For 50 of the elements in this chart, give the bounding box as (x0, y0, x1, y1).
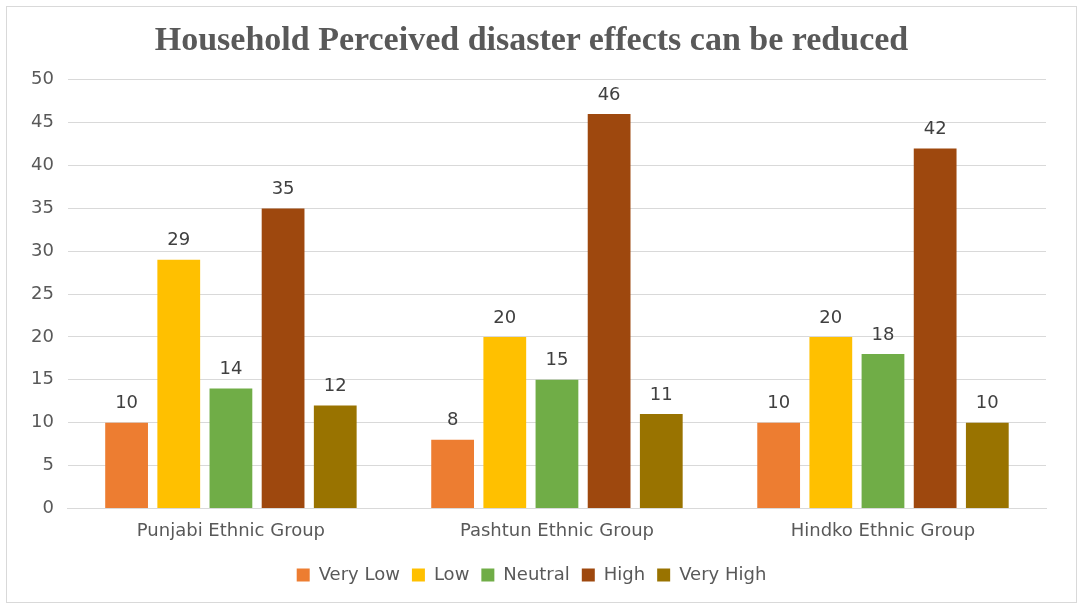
data-label: 8 (446, 408, 459, 430)
bar (313, 405, 357, 508)
data-label: 14 (219, 357, 243, 379)
bar (587, 114, 631, 508)
y-tick-label: 15 (31, 367, 54, 389)
y-tick-label: 50 (31, 67, 54, 89)
bar (757, 422, 801, 508)
data-label: 20 (819, 305, 843, 327)
data-label: 10 (767, 391, 791, 413)
y-tick-label: 10 (31, 410, 54, 432)
bar (157, 259, 201, 508)
y-tick-label: 20 (31, 324, 54, 346)
data-label: 10 (975, 391, 999, 413)
bar (209, 388, 253, 508)
bar (261, 208, 305, 508)
data-label: 46 (597, 82, 621, 104)
legend-label: High (603, 562, 646, 584)
y-tick-label: 30 (31, 238, 54, 260)
bar (809, 336, 853, 508)
data-label: 10 (115, 391, 139, 413)
legend-label: Very Low (318, 562, 400, 584)
y-tick-label: 5 (42, 453, 54, 475)
x-tick-label: Punjabi Ethnic Group (136, 518, 326, 540)
bar (861, 354, 905, 508)
y-tick-label: 40 (31, 153, 54, 175)
bar (483, 336, 527, 508)
data-label: 12 (323, 374, 347, 396)
bar (105, 422, 148, 508)
chart-title: Household Perceived disaster effects can be reduced (154, 20, 909, 58)
bar (913, 148, 957, 508)
legend-label: Low (433, 562, 470, 584)
data-label: 35 (271, 177, 295, 199)
data-label: 18 (871, 322, 895, 344)
y-tick-label: 35 (31, 196, 54, 218)
y-tick-label: 25 (31, 281, 54, 303)
x-tick-label: Hindko Ethnic Group (790, 518, 976, 540)
legend-label: Very High (679, 562, 767, 584)
data-label: 15 (545, 348, 569, 370)
bar (535, 379, 579, 508)
data-label: 11 (649, 382, 673, 404)
bar (431, 439, 475, 508)
data-label: 20 (493, 305, 517, 327)
x-tick-label: Pashtun Ethnic Group (459, 518, 655, 540)
y-tick-label: 0 (42, 496, 54, 518)
legend-label: Neutral (503, 562, 570, 584)
y-tick-label: 45 (31, 110, 54, 132)
data-label: 29 (167, 228, 191, 250)
bar (639, 414, 683, 508)
bar (965, 422, 1009, 508)
data-label: 42 (923, 117, 947, 139)
